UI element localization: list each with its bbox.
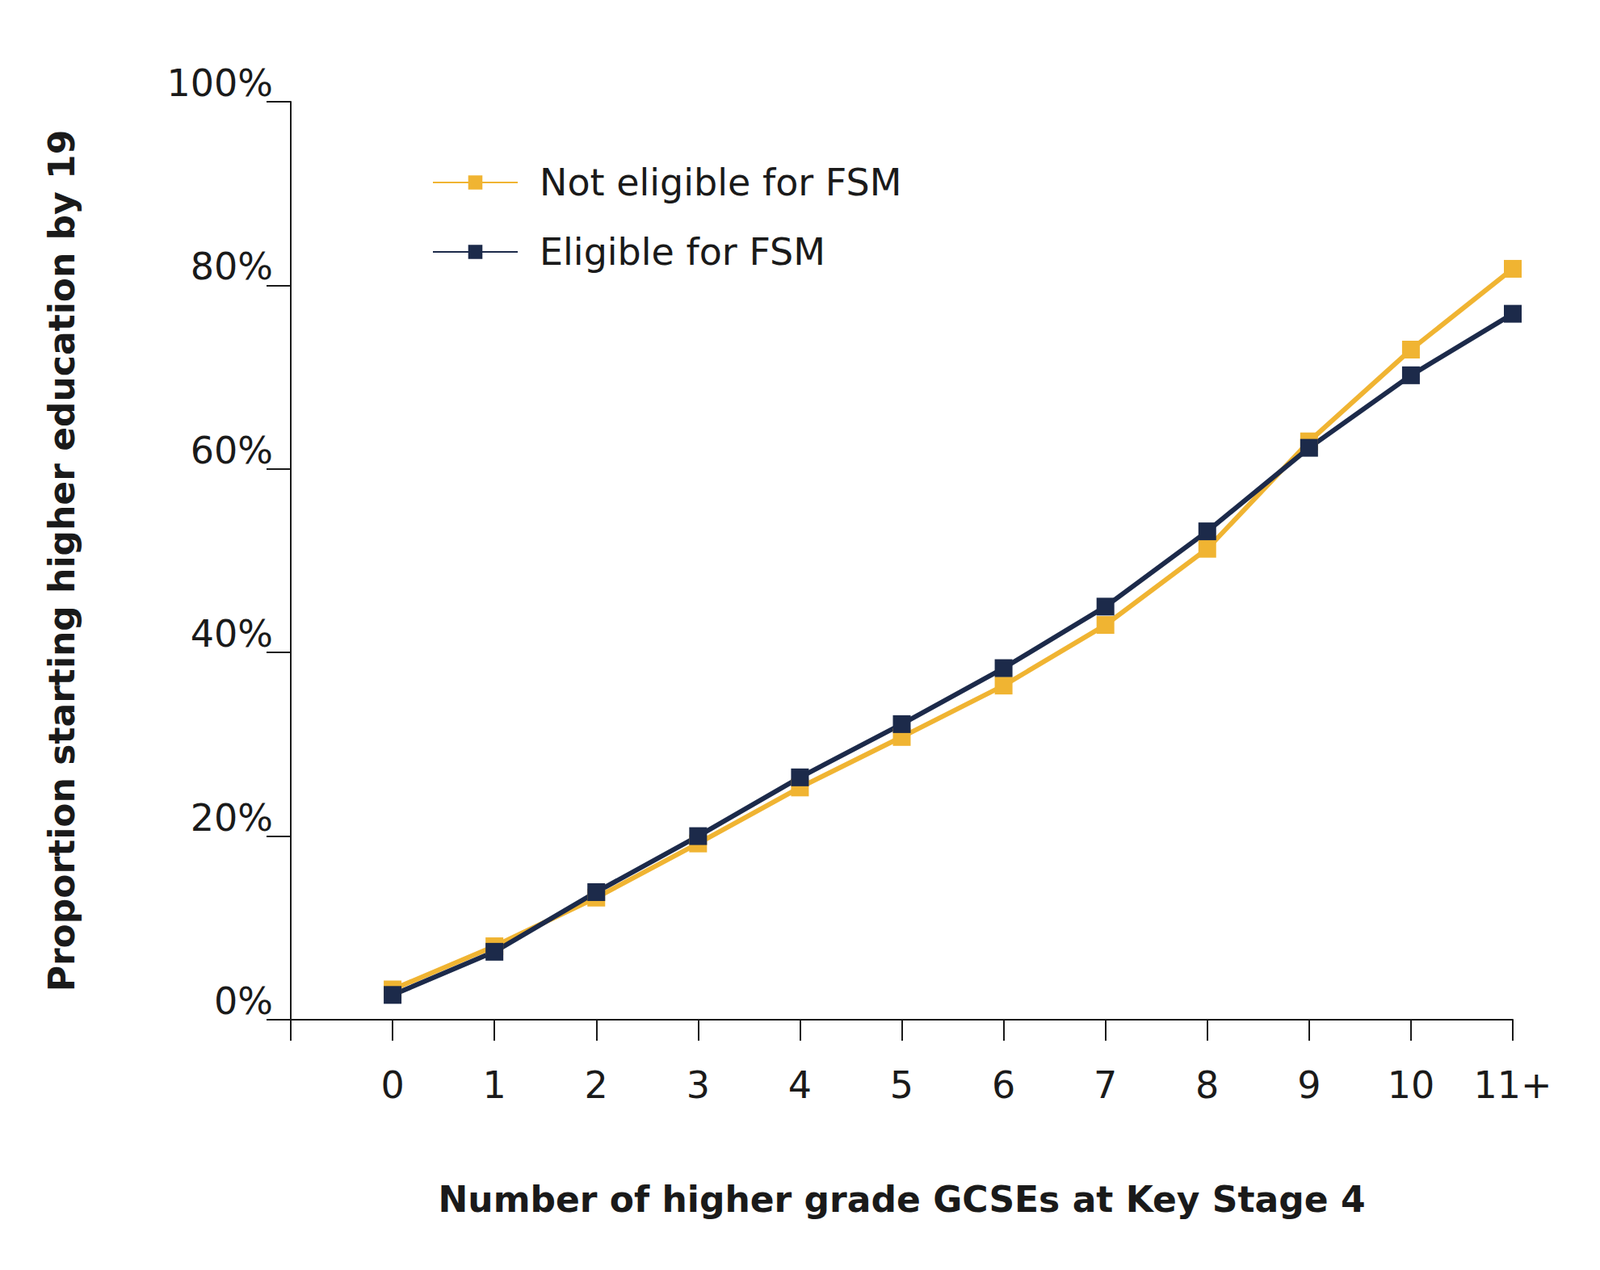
svg-text:20%: 20% (190, 796, 273, 840)
svg-text:11+: 11+ (1473, 1063, 1552, 1108)
svg-text:80%: 80% (190, 244, 273, 289)
svg-text:Proportion starting higher edu: Proportion starting higher education by … (41, 130, 83, 993)
svg-text:60%: 60% (190, 428, 273, 473)
svg-text:3: 3 (686, 1063, 710, 1108)
svg-text:8: 8 (1195, 1063, 1219, 1108)
svg-text:9: 9 (1297, 1063, 1321, 1108)
svg-text:100%: 100% (166, 61, 273, 105)
svg-text:40%: 40% (190, 612, 273, 656)
svg-text:10: 10 (1387, 1063, 1436, 1108)
svg-text:7: 7 (1093, 1063, 1118, 1108)
svg-text:Number of higher grade GCSEs a: Number of higher grade GCSEs at Key Stag… (437, 1179, 1365, 1221)
svg-text:Not eligible for FSM: Not eligible for FSM (539, 160, 902, 205)
svg-text:0: 0 (380, 1063, 404, 1108)
svg-text:6: 6 (991, 1063, 1016, 1108)
svg-text:0%: 0% (214, 979, 273, 1024)
svg-text:5: 5 (890, 1063, 914, 1108)
svg-text:Eligible for FSM: Eligible for FSM (539, 230, 826, 274)
svg-text:4: 4 (788, 1063, 812, 1108)
svg-text:2: 2 (584, 1063, 609, 1108)
svg-text:1: 1 (482, 1063, 507, 1108)
